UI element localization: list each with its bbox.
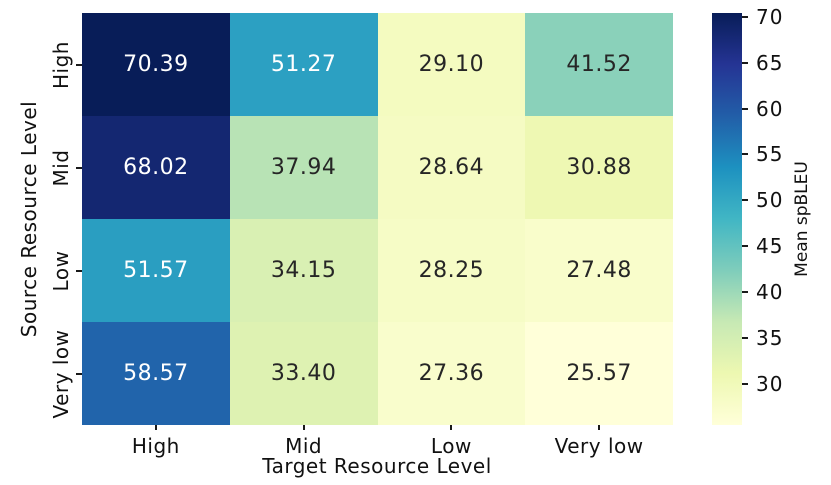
cell-value: 51.57 xyxy=(123,258,189,283)
y-tick-label: Low xyxy=(49,250,73,291)
cell-value: 68.02 xyxy=(123,155,189,180)
colorbar-tick-mark xyxy=(742,383,748,386)
colorbar-tick-mark xyxy=(742,61,748,64)
heatmap-cell: 27.36 xyxy=(377,322,526,425)
colorbar-tick-label: 40 xyxy=(756,280,784,305)
heatmap-cell: 37.94 xyxy=(229,116,378,219)
cell-value: 58.57 xyxy=(123,361,189,386)
heatmap-cell: 34.15 xyxy=(229,219,378,322)
colorbar-tick-label: 45 xyxy=(756,234,784,259)
cell-value: 27.48 xyxy=(566,258,632,283)
heatmap-cell: 51.27 xyxy=(229,13,378,116)
cell-value: 33.40 xyxy=(270,361,337,386)
y-tick-mark xyxy=(76,63,82,66)
cell-value: 27.36 xyxy=(418,361,485,386)
cell-value: 70.39 xyxy=(123,52,189,77)
heatmap-cell: 51.57 xyxy=(82,219,230,322)
y-axis-label: Source Resource Level xyxy=(17,100,41,338)
heatmap-grid: 70.39 51.27 29.10 41.52 68.02 37.94 28.64 30.88… xyxy=(82,13,673,425)
colorbar-label: Mean spBLEU xyxy=(792,161,812,277)
colorbar-tick-label: 30 xyxy=(756,372,784,397)
cell-value: 29.10 xyxy=(418,52,485,77)
cell-value: 28.64 xyxy=(418,155,485,180)
heatmap-cell: 28.25 xyxy=(377,219,526,322)
cell-value: 25.57 xyxy=(566,361,632,386)
colorbar-tick-mark xyxy=(742,199,748,202)
y-tick-mark xyxy=(76,269,82,272)
heatmap-cell: 70.39 xyxy=(82,13,230,116)
colorbar-tick-mark xyxy=(742,245,748,248)
x-tick-label: High xyxy=(131,434,180,458)
y-tick-label: High xyxy=(49,40,73,89)
cell-value: 30.88 xyxy=(566,155,632,180)
cell-value: 51.27 xyxy=(270,52,337,77)
y-tick-mark xyxy=(76,166,82,169)
x-tick-label: Low xyxy=(430,434,472,458)
heatmap-cell: 33.40 xyxy=(229,322,378,425)
x-tick-mark xyxy=(598,425,601,430)
x-tick-label: Mid xyxy=(285,434,323,458)
x-tick-mark xyxy=(450,425,453,430)
cell-value: 28.25 xyxy=(418,258,485,283)
colorbar-tick-label: 50 xyxy=(756,188,784,213)
colorbar-tick-mark xyxy=(742,291,748,294)
colorbar-tick-mark xyxy=(742,337,748,340)
y-tick-mark xyxy=(76,372,82,375)
y-tick-label: Mid xyxy=(49,148,73,187)
colorbar-tick-mark xyxy=(742,107,748,110)
x-tick-mark xyxy=(154,425,157,430)
heatmap-cell: 30.88 xyxy=(525,116,673,219)
heatmap-cell: 29.10 xyxy=(377,13,526,116)
cell-value: 37.94 xyxy=(270,155,337,180)
heatmap-cell: 68.02 xyxy=(82,116,230,219)
x-axis-label: Target Resource Level xyxy=(262,454,492,478)
heatmap-cell: 27.48 xyxy=(525,219,673,322)
colorbar-tick-label: 35 xyxy=(756,326,784,351)
colorbar-tick-label: 60 xyxy=(756,96,784,121)
x-tick-label: Very low xyxy=(554,434,644,458)
cell-value: 41.52 xyxy=(566,52,632,77)
heatmap-cell: 28.64 xyxy=(377,116,526,219)
colorbar xyxy=(712,13,742,425)
colorbar-tick-mark xyxy=(742,15,748,18)
y-tick-label: Very low xyxy=(49,329,73,418)
colorbar-tick-label: 65 xyxy=(756,50,784,75)
colorbar-tick-label: 70 xyxy=(756,4,784,29)
heatmap-cell: 41.52 xyxy=(525,13,673,116)
cell-value: 34.15 xyxy=(270,258,337,283)
colorbar-tick-label: 55 xyxy=(756,142,784,167)
heatmap-cell: 25.57 xyxy=(525,322,673,425)
heatmap-cell: 58.57 xyxy=(82,322,230,425)
x-tick-mark xyxy=(302,425,305,430)
colorbar-tick-mark xyxy=(742,153,748,156)
